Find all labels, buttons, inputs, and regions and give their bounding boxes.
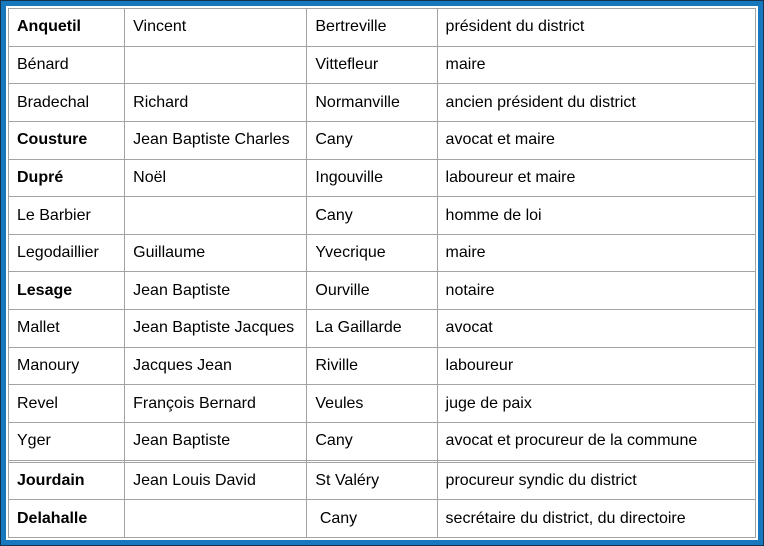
cell-firstname: Jacques Jean [124, 346, 308, 386]
cell-surname: Cousture [7, 120, 126, 160]
cell-surname: Revel [7, 384, 126, 424]
cell-role: secrétaire du district, du directoire [436, 499, 757, 538]
cell-role: ancien président du district [436, 83, 757, 122]
cell-surname: Legodaillier [7, 233, 126, 273]
cell-firstname [124, 45, 308, 85]
cell-place: Vittefleur [306, 45, 438, 85]
cell-firstname: Jean Baptiste Charles [124, 120, 308, 160]
cell-surname: Bradechal [7, 83, 126, 122]
table-row: Revel François Bernard Veules juge de pa… [7, 384, 757, 424]
cell-role: notaire [436, 271, 757, 311]
cell-firstname: Noël [124, 158, 308, 198]
table-row: Bradechal Richard Normanville ancien pré… [7, 83, 757, 122]
cell-role: maire [436, 45, 757, 85]
cell-firstname: Jean Baptiste Jacques [124, 309, 308, 348]
table-row: Legodaillier Guillaume Yvecrique maire [7, 233, 757, 273]
table-row: Cousture Jean Baptiste Charles Cany avoc… [7, 120, 757, 160]
cell-role: procureur syndic du district [436, 461, 757, 501]
cell-role: homme de loi [436, 196, 757, 235]
cell-place: Yvecrique [306, 233, 438, 273]
cell-role: maire [436, 233, 757, 273]
cell-firstname: Jean Baptiste [124, 271, 308, 311]
cell-firstname: Jean Baptiste [124, 422, 308, 461]
cell-place: Ingouville [306, 158, 438, 198]
cell-role: laboureur [436, 346, 757, 386]
cell-place: St Valéry [306, 461, 438, 501]
table-row: Mallet Jean Baptiste Jacques La Gaillard… [7, 309, 757, 348]
cell-place: Veules [306, 384, 438, 424]
table-row: Le Barbier Cany homme de loi [7, 196, 757, 235]
cell-place: Riville [306, 346, 438, 386]
table-row: Bénard Vittefleur maire [7, 45, 757, 85]
cell-role: laboureur et maire [436, 158, 757, 198]
cell-place: Bertreville [306, 8, 438, 47]
cell-place: Cany [306, 196, 438, 235]
table-row: Dupré Noël Ingouville laboureur et maire [7, 158, 757, 198]
cell-role: avocat [436, 309, 757, 348]
cell-surname: Le Barbier [7, 196, 126, 235]
cell-role: président du district [436, 8, 757, 47]
cell-firstname [124, 196, 308, 235]
cell-place: Normanville [306, 83, 438, 122]
table-row: Manoury Jacques Jean Riville laboureur [7, 346, 757, 386]
table-body: Anquetil Vincent Bertreville président d… [7, 8, 757, 538]
cell-firstname: François Bernard [124, 384, 308, 424]
table-row: Anquetil Vincent Bertreville président d… [7, 8, 757, 47]
cell-surname: Yger [7, 422, 126, 461]
cell-place: Cany [306, 499, 438, 538]
table-row: Delahalle Cany secrétaire du district, d… [7, 499, 757, 538]
table-row: Lesage Jean Baptiste Ourville notaire [7, 271, 757, 311]
officials-table: Anquetil Vincent Bertreville président d… [7, 8, 757, 538]
cell-surname: Lesage [7, 271, 126, 311]
cell-surname: Bénard [7, 45, 126, 85]
cell-surname: Dupré [7, 158, 126, 198]
cell-role: avocat et maire [436, 120, 757, 160]
cell-place: La Gaillarde [306, 309, 438, 348]
cell-surname: Anquetil [7, 8, 126, 47]
cell-surname: Delahalle [7, 499, 126, 538]
cell-firstname: Guillaume [124, 233, 308, 273]
cell-place: Cany [306, 422, 438, 461]
cell-firstname: Richard [124, 83, 308, 122]
cell-firstname: Vincent [124, 8, 308, 47]
cell-surname: Mallet [7, 309, 126, 348]
cell-place: Ourville [306, 271, 438, 311]
table-row: Yger Jean Baptiste Cany avocat et procur… [7, 422, 757, 461]
cell-firstname: Jean Louis David [124, 461, 308, 501]
cell-role: juge de paix [436, 384, 757, 424]
cell-surname: Jourdain [7, 461, 126, 501]
cell-surname: Manoury [7, 346, 126, 386]
cell-role: avocat et procureur de la commune [436, 422, 757, 461]
cell-firstname [124, 499, 308, 538]
table-row: Jourdain Jean Louis David St Valéry proc… [7, 461, 757, 501]
cell-place: Cany [306, 120, 438, 160]
